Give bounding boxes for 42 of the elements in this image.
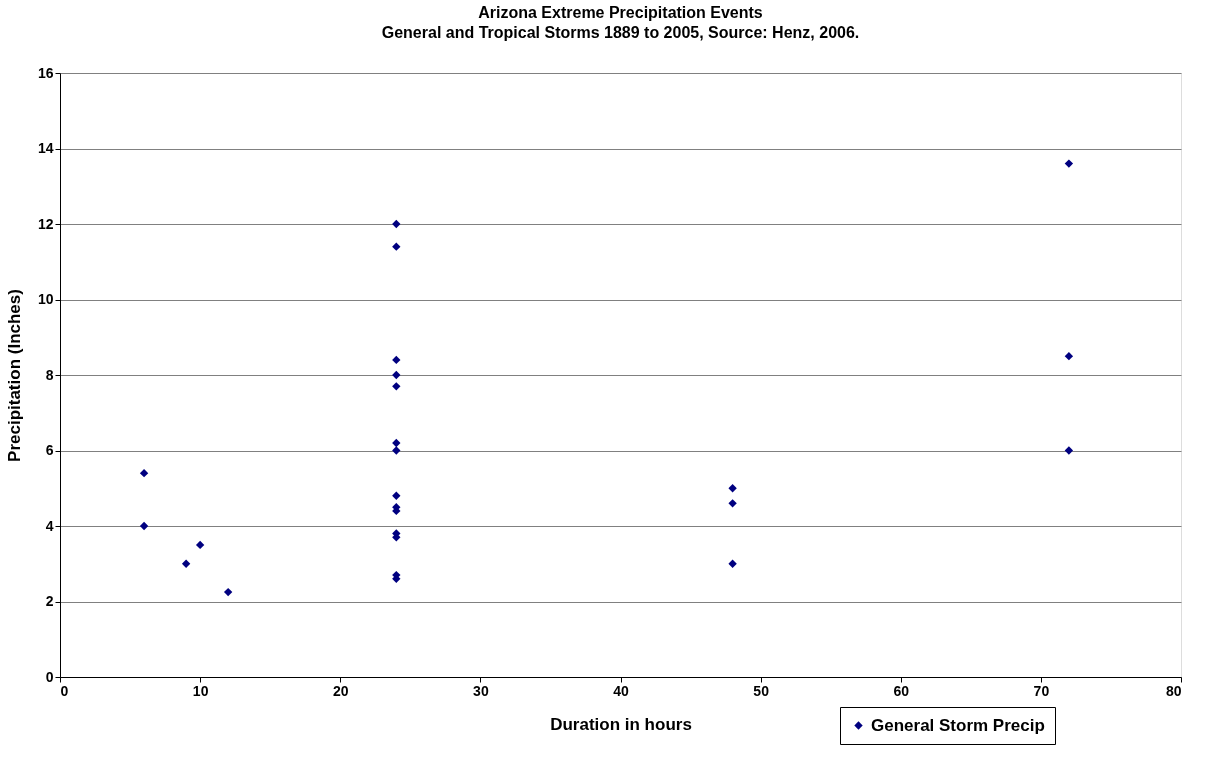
point [392,446,401,455]
point [392,242,401,251]
y-tick-label: 14 [37,140,54,156]
chart-title: Arizona Extreme Precipitation Events [478,4,763,21]
x-tick-label: 50 [753,682,770,699]
x-tick-label: 10 [192,682,209,699]
point [392,370,401,380]
point [728,484,737,493]
x-tick-label: 80 [1165,682,1182,699]
point [728,499,737,508]
chart-subtitle: General and Tropical Storms 1889 to 2005, Source: Henz, 2006. [381,24,860,41]
point [392,438,401,448]
point [728,559,737,568]
point [392,382,401,391]
x-tick-label: 40 [613,682,629,699]
x-tick-label: 30 [473,682,489,699]
point [1064,351,1074,361]
y-tick-label: 10 [37,291,54,307]
x-tick-label: 0 [60,682,69,699]
y-axis-title: Precipitation (Inches) [4,289,24,462]
point [223,587,233,597]
y-tick-label: 0 [45,668,54,685]
y-tick-label: 12 [37,215,54,232]
x-tick-label: 70 [1033,682,1050,699]
point [1064,159,1074,168]
point [195,540,205,550]
point [392,355,401,365]
point [139,468,149,478]
point [392,219,401,229]
point [1064,446,1074,455]
legend-label: General Storm Precip [871,715,1045,735]
x-axis-title: Duration in hours [550,714,692,734]
y-tick-label: 4 [45,517,54,534]
point [392,491,401,500]
y-tick-label: 16 [37,64,54,81]
x-tick-label: 60 [893,682,910,699]
point [181,559,191,568]
x-tick-label: 20 [332,682,349,699]
y-tick-label: 6 [45,442,54,458]
y-tick-label: 8 [45,366,54,383]
point [139,521,149,531]
y-tick-label: 2 [45,593,54,609]
